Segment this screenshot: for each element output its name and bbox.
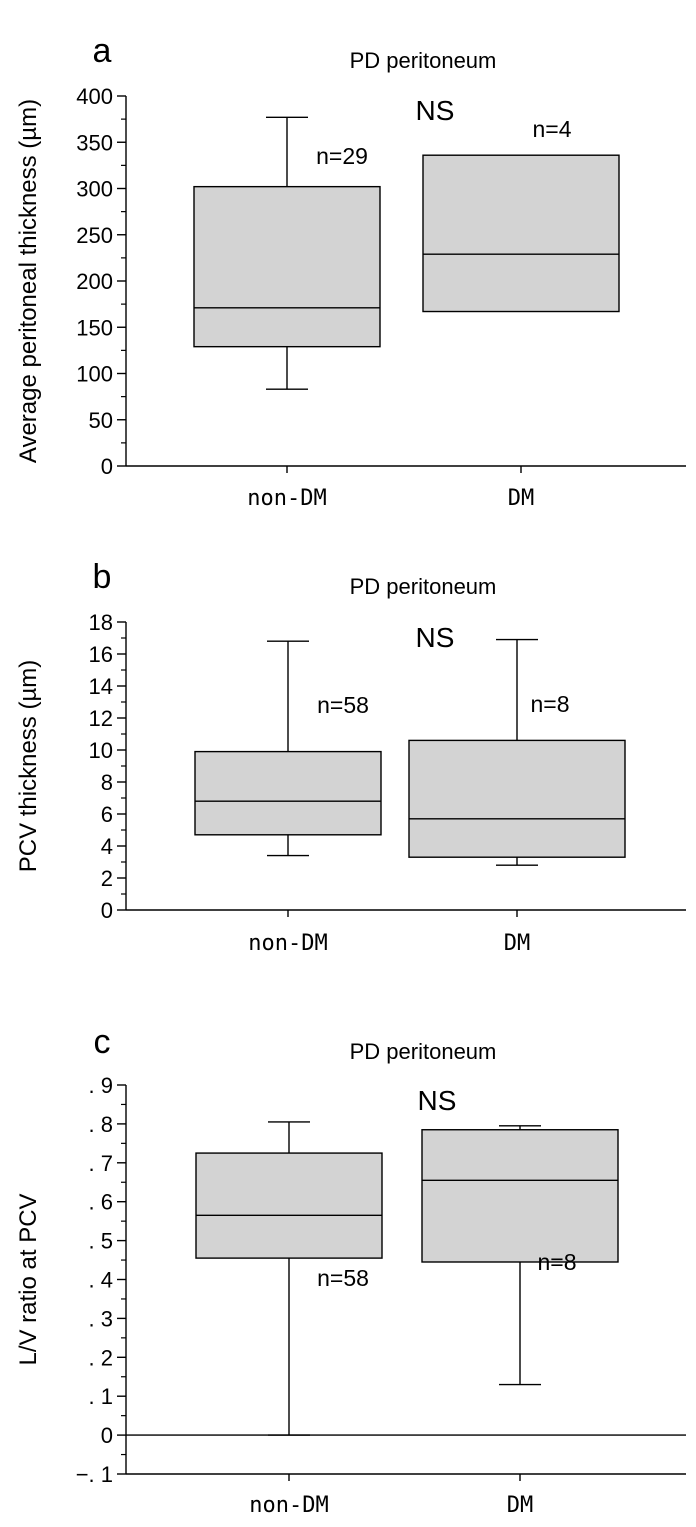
panel-b-y-tick-label: 0 [101, 898, 113, 923]
panel-b-y-tick-label: 12 [89, 706, 113, 731]
panel-b-significance: NS [416, 622, 455, 653]
panel-c-y-tick-label: . 6 [89, 1190, 113, 1215]
panel-c-y-axis-label: L/V ratio at PCV [15, 1193, 42, 1365]
panel-b-box-non-dm-iqr [194, 750, 382, 836]
panel-a-y-tick-label: 150 [76, 315, 113, 340]
panel-a-y-tick-label: 100 [76, 362, 113, 387]
panel-a-y-tick-label: 50 [89, 408, 113, 433]
panel-c-y-tick-label: . 9 [89, 1073, 113, 1098]
panel-b-y-tick-label: 18 [89, 610, 113, 635]
panel-c-y-tick-label: −. 1 [76, 1462, 113, 1487]
panel-a-significance: NS [416, 95, 455, 126]
panel-a-box-dm-iqr [422, 154, 620, 313]
panel-b-title: PD peritoneum [350, 574, 497, 599]
panel-c-category-label: non-DM [249, 1493, 328, 1518]
panel-b-y-tick-label: 14 [89, 674, 113, 699]
panel-c-letter: c [94, 1023, 111, 1061]
panel-c-y-tick-label: . 1 [89, 1384, 113, 1409]
panel-c-box-dm-iqr [421, 1129, 619, 1263]
panel-c-y-tick-label: . 3 [89, 1306, 113, 1331]
panel-b-box-dm-iqr [408, 739, 626, 858]
panel-b-y-axis-label: PCV thickness (µm) [15, 660, 42, 873]
panel-b-y-tick-label: 2 [101, 866, 113, 891]
panel-c-title: PD peritoneum [350, 1039, 497, 1064]
panel-a-box-non-dm-iqr [193, 185, 381, 348]
panel-c-y-tick-label: . 5 [89, 1229, 113, 1254]
panel-c-box-dm-n-label: n=8 [537, 1249, 576, 1275]
panel-a-y-tick-label: 250 [76, 223, 113, 248]
panel-c-y-tick-label: . 2 [89, 1345, 113, 1370]
panel-b-y-tick-label: 10 [89, 738, 113, 763]
panel-c-significance: NS [418, 1085, 457, 1116]
panel-a-category-label: non-DM [247, 486, 326, 511]
panel-c-y-tick-label: 0 [101, 1423, 113, 1448]
panel-a-category-label: DM [508, 486, 535, 511]
panel-a-y-tick-label: 350 [76, 130, 113, 155]
panel-b-letter: b [93, 558, 112, 596]
panel-a-y-axis-label: Average peritoneal thickness (µm) [15, 99, 42, 463]
panel-c-y-tick-label: . 4 [89, 1268, 113, 1293]
panel-c-y-tick-label: . 8 [89, 1112, 113, 1137]
panel-b-box-dm-n-label: n=8 [530, 691, 569, 717]
panel-a-y-tick-label: 300 [76, 177, 113, 202]
panel-c-box-non-dm-iqr [195, 1152, 383, 1259]
panel-b-y-tick-label: 4 [101, 834, 113, 859]
panel-b-y-tick-label: 6 [101, 802, 113, 827]
panel-a-letter: a [93, 32, 112, 70]
panel-b-category-label: non-DM [248, 931, 327, 956]
panel-b-y-tick-label: 8 [101, 770, 113, 795]
panel-c-y-tick-label: . 7 [89, 1151, 113, 1176]
panel-b-category-label: DM [504, 931, 531, 956]
panel-a-title: PD peritoneum [350, 48, 497, 73]
panel-a-box-dm-n-label: n=4 [532, 116, 571, 142]
panel-c-category-label: DM [507, 1493, 534, 1518]
panel-a-y-tick-label: 0 [101, 454, 113, 479]
panel-a-box-non-dm-n-label: n=29 [316, 143, 368, 169]
panel-b-y-tick-label: 16 [89, 642, 113, 667]
panel-c-box-non-dm-n-label: n=58 [317, 1265, 369, 1291]
panel-a-y-tick-label: 200 [76, 269, 113, 294]
panel-a-y-tick-label: 400 [76, 84, 113, 109]
panel-b-box-non-dm-n-label: n=58 [317, 692, 369, 718]
